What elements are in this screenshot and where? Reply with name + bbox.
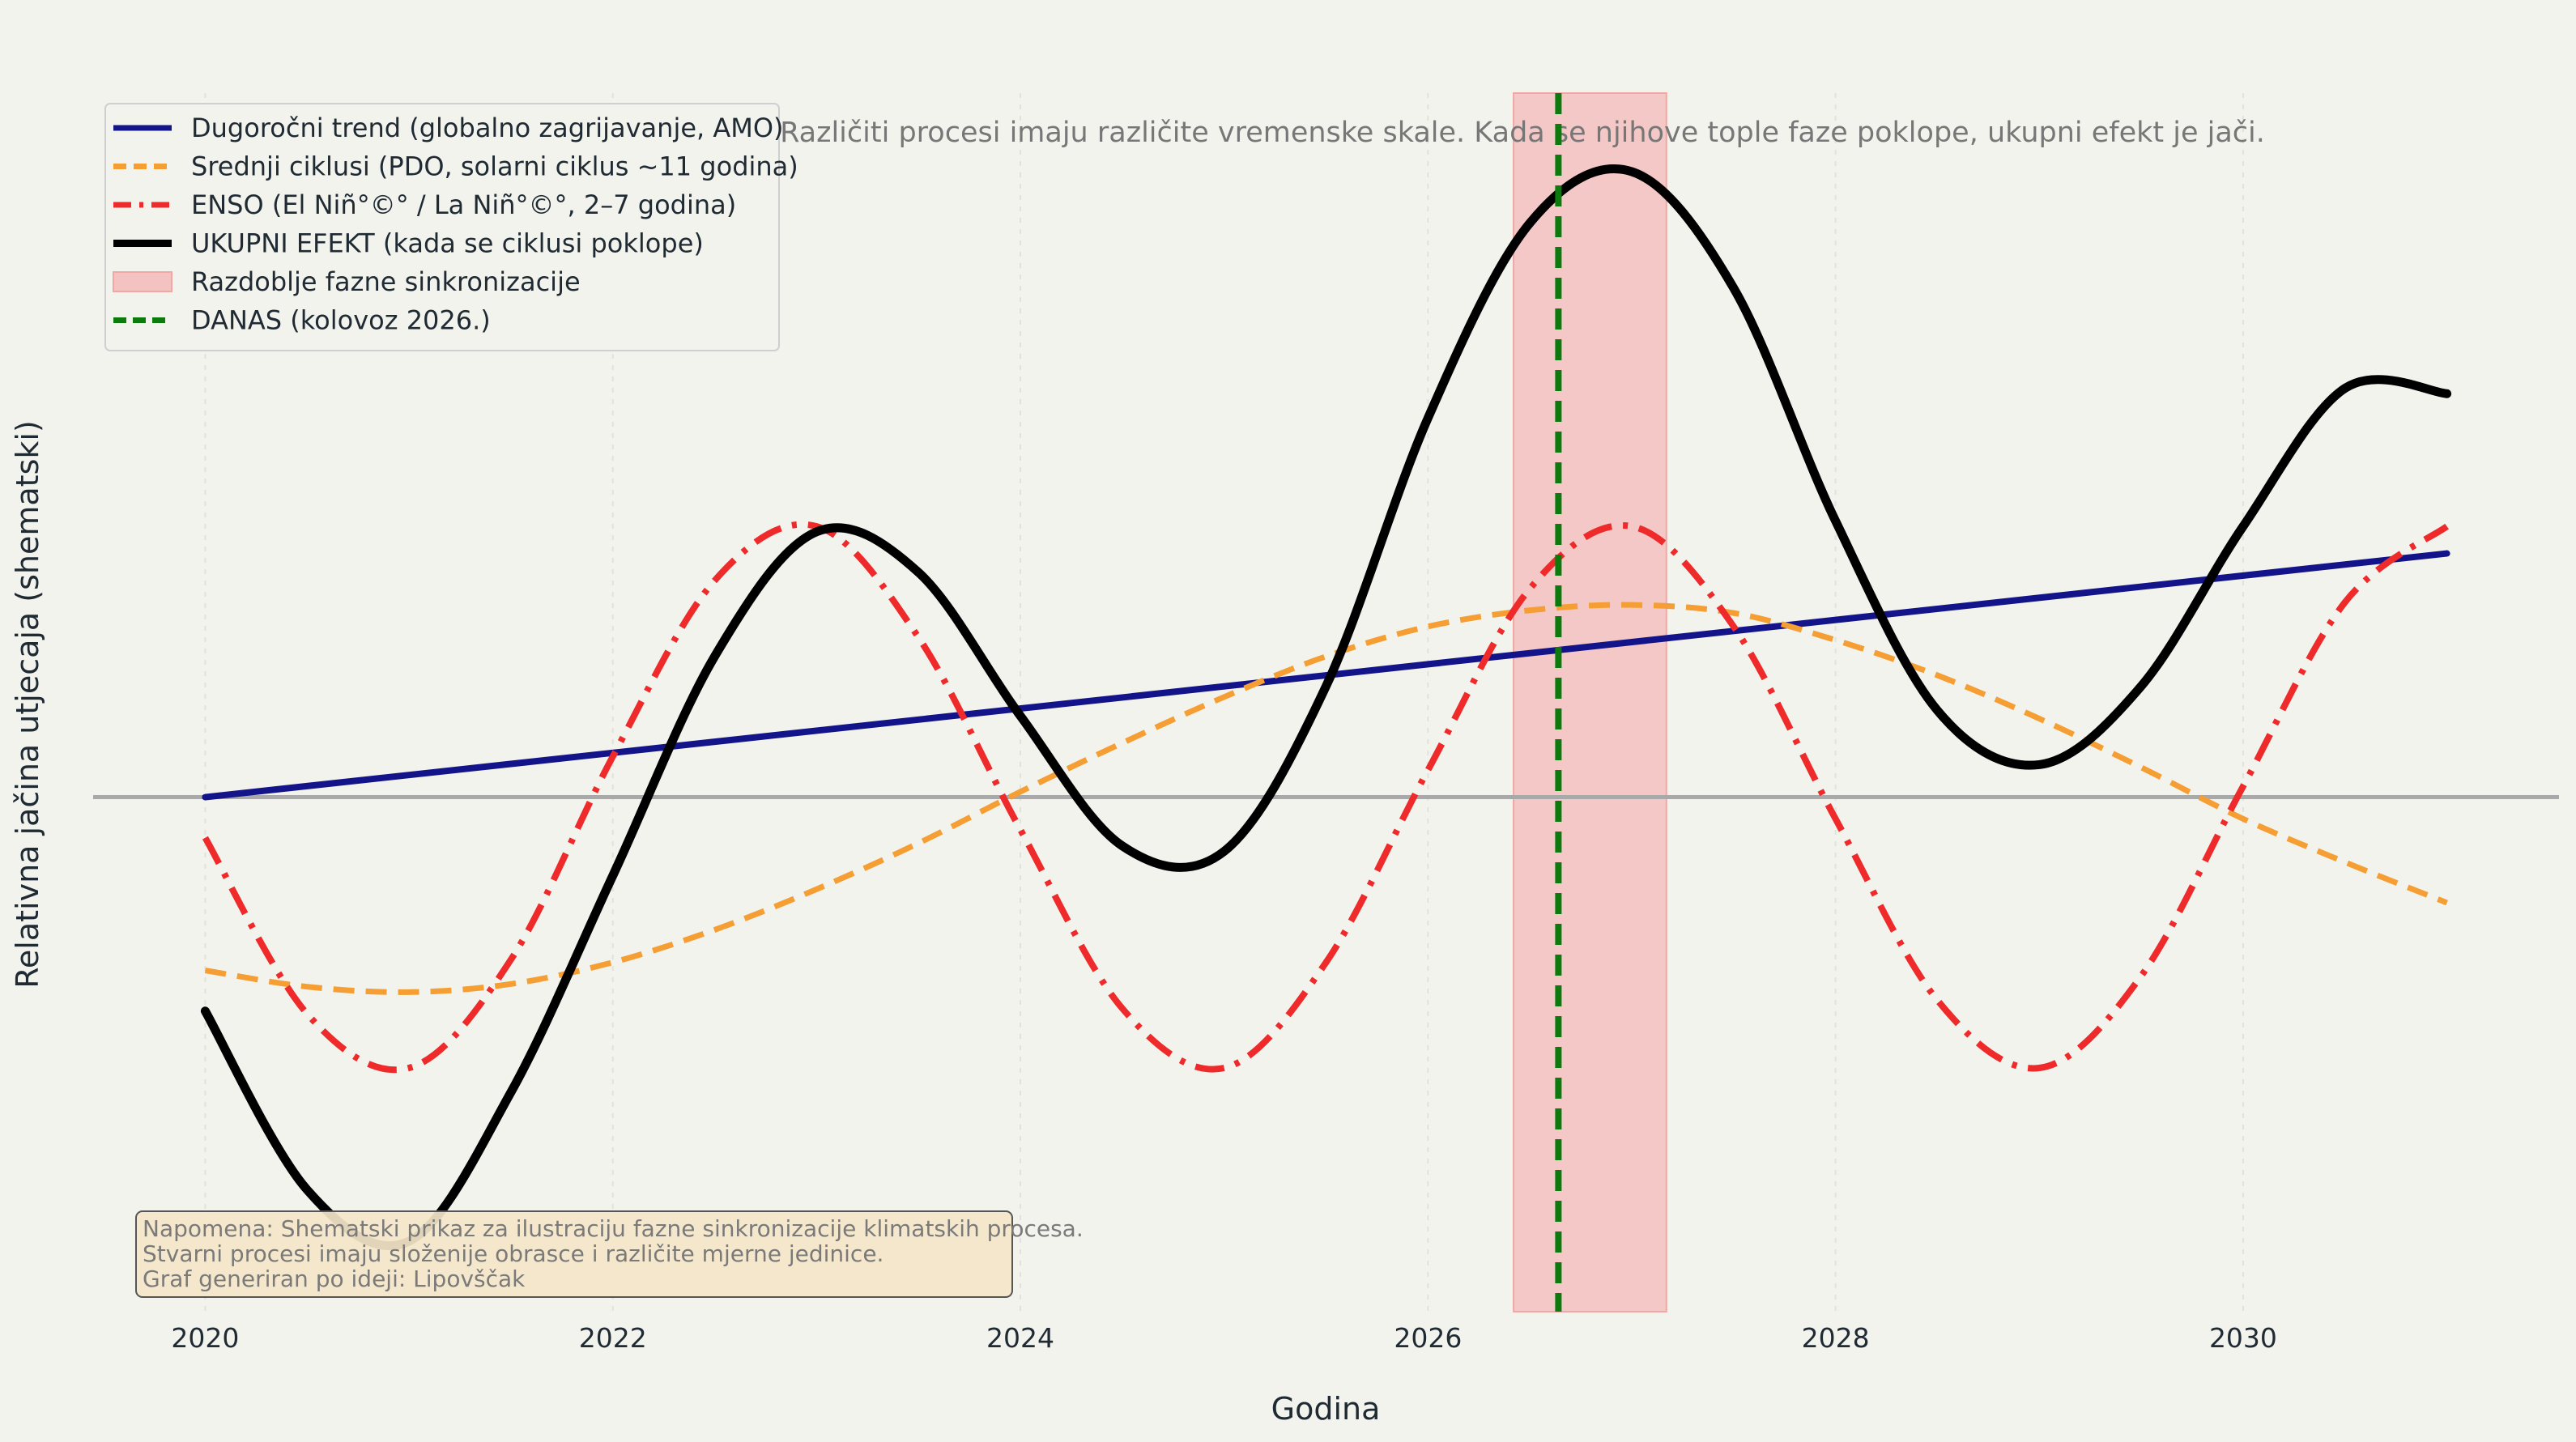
- note-background: [135, 1210, 1013, 1298]
- chart-subtitle: Različiti procesi imaju različite vremen…: [780, 117, 2265, 149]
- legend-label-1: Srednji ciklusi (PDO, solarni ciklus ~11…: [191, 151, 798, 182]
- legend: Dugoročni trend (globalno zagrijavanje, …: [104, 103, 798, 351]
- sync-span: [1513, 92, 1667, 1312]
- note-box: Napomena: Shematski prikaz za ilustracij…: [135, 1210, 1084, 1298]
- x-tick-label-1: 2022: [579, 1322, 647, 1354]
- legend-label-today: DANAS (kolovoz 2026.): [191, 305, 491, 336]
- y-axis-label: Relativna jačina utjecaja (shematski): [10, 420, 45, 989]
- series-line-3: [200, 164, 2452, 1250]
- x-ticks: 2020 2022 2024 2026 2028 2030: [171, 1322, 2277, 1354]
- legend-swatch-span: [113, 271, 172, 292]
- sync-span-layer: [1513, 92, 1667, 1312]
- legend-box: [104, 103, 780, 351]
- series-line-2: [202, 521, 2449, 1074]
- note-line-1: Napomena: Shematski prikaz za ilustracij…: [143, 1215, 1084, 1242]
- x-tick-label-4: 2028: [1802, 1322, 1870, 1354]
- legend-label-span: Razdoblje fazne sinkronizacije: [191, 266, 581, 297]
- x-axis-label: Godina: [1271, 1391, 1381, 1427]
- x-tick-label-0: 2020: [171, 1322, 239, 1354]
- series-layer: [200, 164, 2452, 1250]
- note-line-2: Stvarni procesi imaju složenije obrasce …: [143, 1240, 884, 1267]
- legend-entries: Dugoročni trend (globalno zagrijavanje, …: [113, 113, 798, 336]
- x-tick-label-5: 2030: [2209, 1322, 2277, 1354]
- legend-label-0: Dugoročni trend (globalno zagrijavanje, …: [191, 113, 784, 143]
- x-tick-label-3: 2026: [1394, 1322, 1462, 1354]
- x-tick-label-2: 2024: [986, 1322, 1054, 1354]
- legend-label-3: UKUPNI EFEKT (kada se ciklusi poklope): [191, 228, 704, 259]
- series-line-1: [204, 602, 2448, 995]
- legend-label-2: ENSO (El Niñ°©° / La Niñ°©°, 2–7 godina): [191, 189, 736, 220]
- series-line-0: [202, 550, 2450, 801]
- note-line-3: Graf generiran po ideji: Lipovščak: [143, 1265, 526, 1292]
